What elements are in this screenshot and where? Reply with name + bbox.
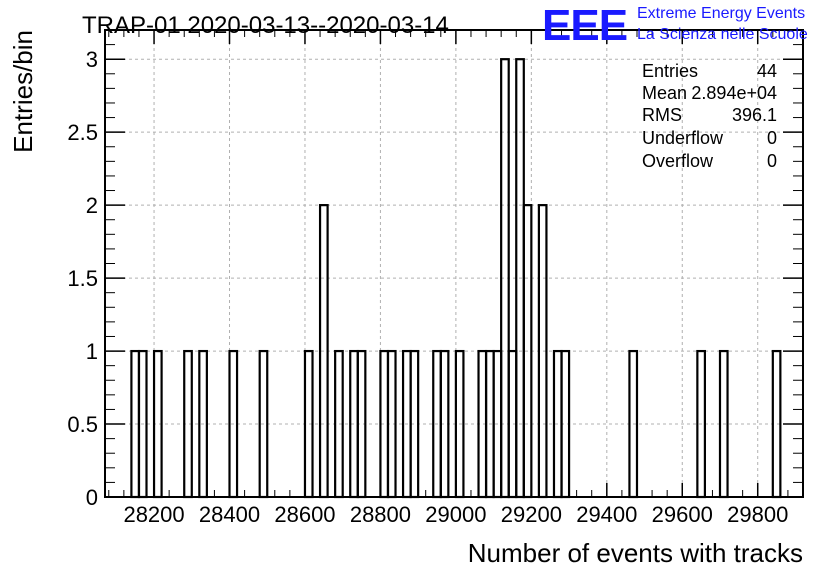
- y-tick-label: 1: [86, 339, 98, 364]
- stats-overflow-label: Overflow: [642, 151, 714, 171]
- x-tick-label: 29200: [501, 502, 562, 527]
- stats-box: Entries 44 Mean 2.894e+04 RMS 396.1 Unde…: [642, 61, 777, 171]
- x-tick-labels: 28200 28400 28600 28800 29000 29200 29400 29600…: [123, 502, 788, 527]
- x-axis-title: Number of events with tracks: [468, 538, 803, 568]
- eee-logo-mark: EEE: [542, 1, 627, 50]
- eee-logo: EEE Extreme Energy Events La Scienza nel…: [542, 1, 808, 50]
- y-tick-label: 2: [86, 193, 98, 218]
- y-tick-label: 0.5: [67, 412, 98, 437]
- stats-rms-value: 396.1: [732, 105, 777, 125]
- stats-mean-label: Mean: [642, 83, 687, 103]
- x-tick-label: 29000: [425, 502, 486, 527]
- x-tick-label: 28800: [350, 502, 411, 527]
- stats-underflow-label: Underflow: [642, 128, 724, 148]
- eee-logo-line1: Extreme Energy Events: [637, 5, 805, 22]
- stats-rms-label: RMS: [642, 105, 682, 125]
- y-tick-labels: 0 0.5 1 1.5 2 2.5 3: [67, 47, 98, 510]
- chart-title: TRAP-01 2020-03-13--2020-03-14: [82, 12, 449, 39]
- eee-logo-line2: La Scienza nelle Scuole: [637, 26, 808, 43]
- stats-mean-value: 2.894e+04: [691, 83, 777, 103]
- y-tick-label: 2.5: [67, 120, 98, 145]
- stats-entries-value: 44: [757, 61, 777, 81]
- x-tick-label: 29400: [576, 502, 637, 527]
- x-tick-label: 28200: [123, 502, 184, 527]
- y-tick-label: 1.5: [67, 266, 98, 291]
- y-tick-label: 3: [86, 47, 98, 72]
- stats-overflow-value: 0: [767, 151, 777, 171]
- axis-ticks: [105, 30, 804, 498]
- x-tick-label: 29800: [727, 502, 788, 527]
- x-tick-label: 29600: [652, 502, 713, 527]
- stats-underflow-value: 0: [767, 128, 777, 148]
- x-tick-label: 28400: [199, 502, 260, 527]
- stats-entries-label: Entries: [642, 61, 698, 81]
- y-tick-label: 0: [86, 485, 98, 510]
- x-tick-label: 28600: [274, 502, 335, 527]
- grid-lines: [105, 30, 803, 497]
- y-axis-title: Entries/bin: [8, 30, 38, 153]
